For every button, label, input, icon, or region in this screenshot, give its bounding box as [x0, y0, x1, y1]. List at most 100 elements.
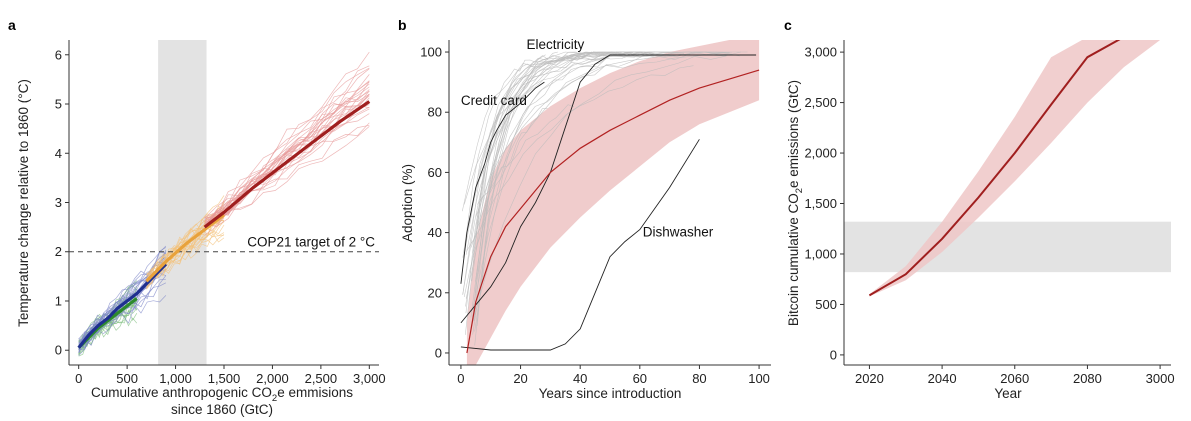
y-tick-label: 0: [435, 345, 442, 360]
carbon-budget-band: [158, 40, 207, 365]
x-tick-label: 500: [116, 371, 138, 386]
x-axis-label: Years since introduction: [539, 386, 682, 401]
credit-card-label: Credit card: [461, 93, 527, 108]
panel-c: c 2020 2040 2060 2080 3000 0 500 1,000 1,500 2,0…: [784, 17, 1175, 401]
ensemble-line: [204, 93, 370, 226]
scenario-line: [145, 213, 225, 283]
x-tick-label: 2080: [1073, 371, 1102, 386]
x-tick-label: 2060: [1000, 371, 1029, 386]
y-tick-label: 500: [815, 297, 837, 312]
ensemble-line: [78, 278, 166, 354]
y-tick-label: 1: [55, 293, 62, 308]
x-axis-label-line2: since 1860 (GtC): [171, 402, 273, 417]
technology-line: [466, 65, 694, 252]
highlighted-technology-line: [460, 81, 545, 284]
y-tick-label: 3,000: [804, 45, 837, 60]
x-tick-label: 1,000: [159, 371, 192, 386]
y-tick-label: 40: [428, 225, 442, 240]
emissions-uncertainty-band: [869, 40, 1161, 297]
carbon-budget-band: [844, 221, 1171, 273]
x-axis-label: Cumulative anthropogenic CO2e emmisions: [91, 385, 353, 404]
technology-line: [462, 54, 546, 258]
ensemble-line: [204, 67, 370, 222]
scenario-line: [77, 262, 168, 349]
emissions-mean-curve: [868, 40, 1121, 297]
adoption-band: [466, 40, 760, 365]
y-tick-label: 60: [428, 165, 442, 180]
ensemble-line: [78, 282, 167, 356]
scenario-line: [203, 100, 371, 229]
panel-c-letter: c: [784, 17, 792, 33]
x-tick-label: 1,500: [208, 371, 241, 386]
y-tick-label: 4: [55, 146, 62, 161]
x-tick-label: 100: [748, 371, 770, 386]
panel-a-letter: a: [8, 17, 16, 33]
x-tick-label: 2040: [928, 371, 957, 386]
y-tick-label: 80: [428, 105, 442, 120]
y-tick-label: 1,500: [804, 196, 837, 211]
x-tick-label: 2,500: [305, 371, 338, 386]
y-ticks: 0 500 1,000 1,500 2,000 2,500 3,000: [804, 45, 844, 362]
ensemble-line: [78, 252, 167, 350]
y-tick-label: 20: [428, 285, 442, 300]
x-tick-label: 3,000: [353, 371, 386, 386]
x-tick-label: 60: [633, 371, 647, 386]
x-ticks: 0 20 40 60 80 100: [457, 365, 770, 386]
y-tick-label: 2,000: [804, 146, 837, 161]
y-axis-label: Temperature change relative to 1860 (°C): [16, 79, 31, 327]
panel-a: a COP21 target of 2 °C 0 500 1,000 1,500 2,0…: [8, 17, 386, 417]
technology-line: [465, 53, 635, 255]
dishwasher-label: Dishwasher: [643, 225, 714, 240]
ensemble-line: [204, 51, 370, 219]
x-ticks: 0 500 1,000 1,500 2,000 2,500 3,000: [75, 365, 386, 386]
technology-line: [462, 51, 655, 295]
y-ticks: 0 20 40 60 80 100: [420, 45, 449, 360]
x-ticks: 2020 2040 2060 2080 3000: [855, 365, 1175, 386]
technology-line: [474, 51, 630, 332]
technology-line: [465, 51, 730, 335]
y-tick-label: 0: [830, 347, 837, 362]
y-tick-label: 6: [55, 47, 62, 62]
y-tick-label: 2: [55, 244, 62, 259]
x-tick-label: 20: [513, 371, 527, 386]
ensemble-line: [78, 295, 167, 347]
technology-line: [477, 51, 635, 275]
x-tick-label: 80: [692, 371, 706, 386]
technology-line: [465, 53, 644, 307]
y-tick-label: 5: [55, 97, 62, 112]
technology-line: [463, 108, 548, 297]
ensemble-line: [146, 195, 225, 275]
ensemble-line: [204, 122, 370, 228]
ensemble-line: [204, 97, 370, 225]
ensemble-line: [204, 104, 370, 236]
scenario-series: [77, 100, 371, 349]
ensemble-line: [204, 68, 370, 219]
cop21-target-label: COP21 target of 2 °C: [247, 235, 375, 250]
x-tick-label: 3000: [1146, 371, 1175, 386]
y-tick-label: 2,500: [804, 95, 837, 110]
highlighted-technology-line: [460, 139, 700, 351]
x-tick-label: 2020: [855, 371, 884, 386]
technology-line: [477, 104, 575, 205]
y-ticks: 0 1 2 3 4 5 6: [55, 47, 69, 358]
panel-b: b Electricity Credit card Dishwasher 0 20…: [398, 17, 771, 401]
y-tick-label: 3: [55, 195, 62, 210]
technology-line: [472, 51, 722, 310]
technology-line: [469, 51, 633, 224]
technology-line: [471, 55, 727, 326]
y-tick-label: 100: [420, 45, 442, 60]
ensemble-line: [204, 65, 370, 219]
mean-adoption-curve: [466, 69, 760, 354]
technology-line: [470, 51, 666, 318]
panel-b-letter: b: [398, 17, 407, 33]
x-tick-label: 2,000: [256, 371, 289, 386]
y-tick-label: 0: [55, 343, 62, 358]
y-axis-label: Adoption (%): [400, 164, 415, 242]
y-axis-label: Bitcoin cumulative CO2e emissions (GtC): [786, 80, 805, 326]
x-tick-label: 40: [573, 371, 587, 386]
x-tick-label: 0: [75, 371, 82, 386]
y-tick-label: 1,000: [804, 246, 837, 261]
electricity-label: Electricity: [527, 37, 585, 52]
x-tick-label: 0: [457, 371, 464, 386]
